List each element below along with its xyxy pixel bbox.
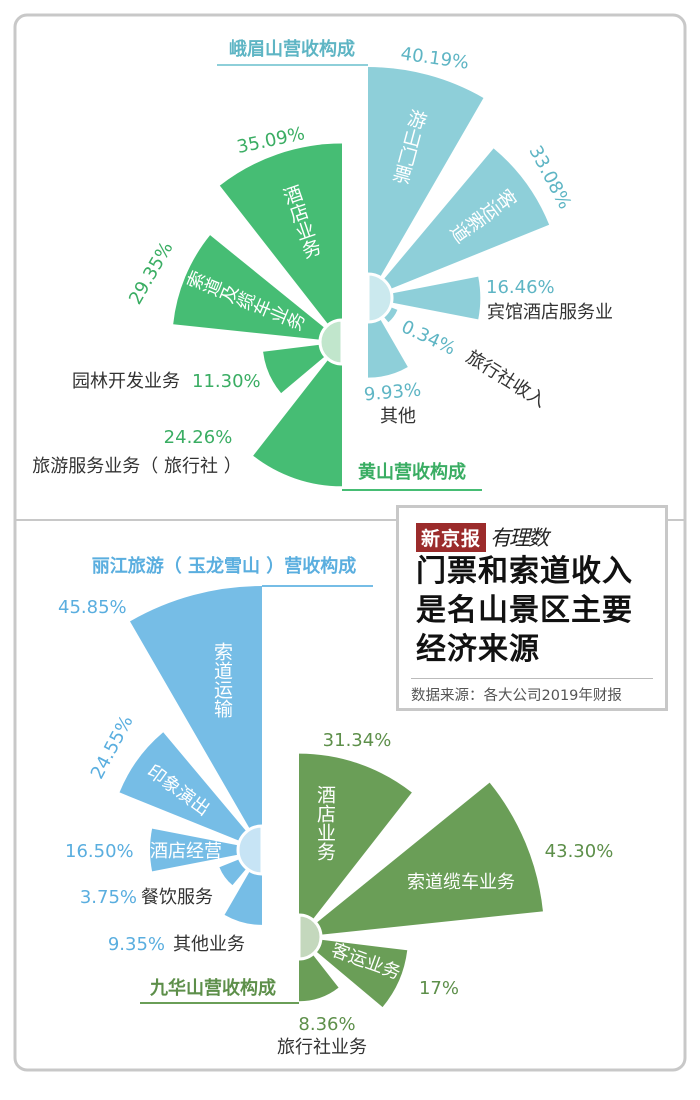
category-label: 其他	[380, 406, 416, 427]
chart-hub	[318, 318, 344, 366]
headline: 门票和索道收入 是名山景区主要 经济来源	[416, 552, 633, 669]
value-label: 11.30%	[192, 371, 261, 392]
bar-sector	[173, 235, 342, 342]
category-label: 旅行社业务	[277, 1037, 367, 1058]
chart-title: 黄山营收构成	[358, 461, 466, 483]
value-label: 3.75%	[80, 887, 137, 908]
value-label: 40.19%	[399, 43, 470, 73]
category-label: 餐饮服务	[141, 887, 213, 908]
chart-hub	[366, 272, 394, 324]
category-label: 酒店经营	[150, 841, 222, 862]
value-label: 17%	[419, 978, 459, 999]
value-label: 43.30%	[545, 841, 614, 862]
bar-sector	[129, 585, 262, 850]
category-label: 旅游服务业务（ 旅行社 ）	[32, 456, 241, 477]
category-label: 索道运输	[211, 642, 233, 718]
value-label: 16.50%	[65, 841, 134, 862]
bar-sector	[368, 148, 550, 298]
bar-sector	[253, 342, 342, 487]
value-label: 31.34%	[323, 730, 392, 751]
category-label: 酒店业务	[314, 785, 336, 861]
category-label: 索道缆车业务	[407, 872, 515, 893]
brand-logo-row: 新京报 有理数	[416, 522, 549, 552]
outer-frame	[13, 13, 687, 1072]
category-label: 园林开发业务	[72, 371, 180, 392]
chart-hub	[236, 824, 264, 876]
value-label: 9.35%	[108, 934, 165, 955]
bar-sector	[368, 276, 481, 320]
category-label: 其他业务	[173, 934, 245, 955]
data-source: 数据来源：各大公司2019年财报	[411, 688, 622, 704]
value-label: 9.93%	[363, 380, 422, 406]
bar-sector	[368, 67, 484, 298]
headline-line: 是名山景区主要	[416, 593, 633, 628]
bar-sector	[299, 753, 412, 937]
headline-line: 门票和索道收入	[416, 554, 633, 589]
value-label: 29.35%	[125, 238, 178, 308]
chart-title: 丽江旅游（ 玉龙雪山 ）营收构成	[92, 555, 357, 577]
bar-sector	[219, 143, 342, 342]
category-label: 宾馆酒店服务业	[487, 302, 613, 323]
info-box: 新京报 有理数 门票和索道收入 是名山景区主要 经济来源 数据来源：各大公司20…	[396, 505, 668, 711]
bar-sector	[299, 937, 408, 1008]
chart-title: 峨眉山营收构成	[229, 38, 355, 60]
bar-sector	[119, 732, 262, 850]
chart-title: 九华山营收构成	[149, 977, 276, 999]
value-label: 8.36%	[298, 1014, 355, 1035]
value-label: 45.85%	[58, 597, 127, 618]
brand-logo: 新京报	[416, 522, 487, 552]
divider	[411, 678, 653, 679]
category-label: 旅行社收入	[462, 347, 549, 413]
headline-line: 经济来源	[416, 632, 540, 667]
bar-sector	[150, 828, 262, 872]
value-label: 24.26%	[164, 427, 233, 448]
brand-sublogo: 有理数	[490, 526, 549, 550]
bar-sector	[299, 782, 543, 937]
value-label: 16.46%	[486, 277, 555, 298]
value-label: 0.34%	[398, 316, 459, 359]
chart-hub	[297, 913, 323, 961]
